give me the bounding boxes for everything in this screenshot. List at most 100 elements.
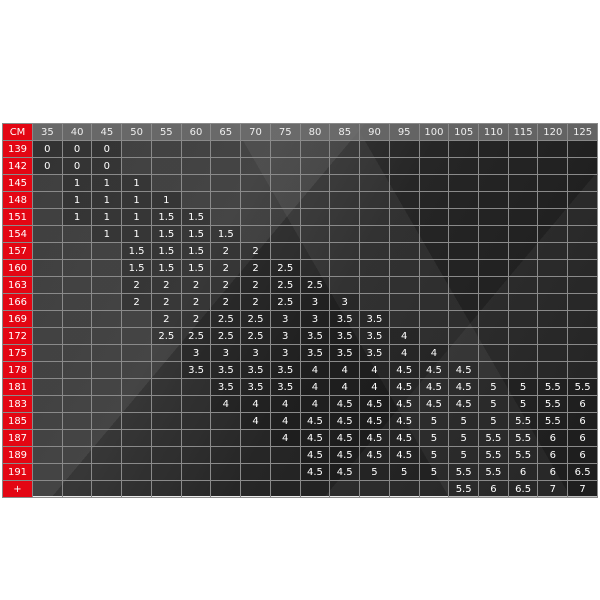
table-cell bbox=[32, 361, 63, 379]
table-row: 178 3.5 3.5 3.5 3.5 4 4 4 4.5 4.5 4.5 bbox=[2, 361, 598, 379]
table-cell bbox=[507, 344, 539, 362]
table-cell bbox=[537, 259, 569, 277]
table-cell bbox=[388, 174, 420, 192]
table-cell: 7 bbox=[567, 480, 598, 498]
table-cell bbox=[359, 259, 390, 277]
table-cell bbox=[448, 174, 480, 192]
table-cell: 1 bbox=[150, 191, 182, 209]
table-cell: 1.5 bbox=[180, 259, 212, 277]
table-cell bbox=[121, 361, 152, 379]
table-cell bbox=[32, 242, 63, 260]
table-cell bbox=[537, 361, 569, 379]
table-cell: 4.5 bbox=[448, 361, 480, 379]
table-cell: 1.5 bbox=[180, 225, 212, 243]
table-cell bbox=[269, 242, 301, 260]
table-cell: 5 bbox=[388, 463, 420, 481]
table-cell bbox=[299, 174, 331, 192]
table-row: 160 1.5 1.5 1.5 2 2 2.5 bbox=[2, 259, 598, 277]
table-cell bbox=[388, 276, 420, 294]
table-cell bbox=[507, 225, 539, 243]
table-cell bbox=[32, 276, 63, 294]
table-cell: 1.5 bbox=[180, 208, 212, 226]
table-cell: 2 bbox=[240, 259, 271, 277]
table-cell: 5 bbox=[418, 463, 450, 481]
table-cell bbox=[299, 242, 331, 260]
table-cell bbox=[478, 259, 509, 277]
table-cell: 3 bbox=[299, 310, 331, 328]
table-cell: 1 bbox=[61, 174, 93, 192]
table-cell bbox=[537, 225, 569, 243]
column-header: 100 bbox=[418, 123, 450, 141]
table-cell bbox=[150, 463, 182, 481]
table-cell: 4 bbox=[359, 378, 390, 396]
table-cell: 1.5 bbox=[150, 208, 182, 226]
row-header: 169 bbox=[2, 310, 33, 328]
table-cell bbox=[478, 242, 509, 260]
table-cell: 4.5 bbox=[329, 395, 361, 413]
column-header: 45 bbox=[91, 123, 123, 141]
table-cell bbox=[567, 310, 598, 328]
table-cell bbox=[567, 361, 598, 379]
table-cell bbox=[299, 259, 331, 277]
table-cell: 5.5 bbox=[567, 378, 598, 396]
row-header: 148 bbox=[2, 191, 33, 209]
table-cell bbox=[448, 276, 480, 294]
table-cell bbox=[478, 344, 509, 362]
column-header: 90 bbox=[359, 123, 390, 141]
table-cell: 4 bbox=[329, 361, 361, 379]
table-cell bbox=[61, 242, 93, 260]
table-cell: 5.5 bbox=[537, 395, 569, 413]
column-header: 110 bbox=[478, 123, 509, 141]
row-header: 178 bbox=[2, 361, 33, 379]
table-cell: 1 bbox=[121, 208, 152, 226]
corner-header-cm: CM bbox=[2, 123, 33, 141]
table-cell: 5.5 bbox=[537, 412, 569, 430]
table-cell: 5 bbox=[418, 446, 450, 464]
column-header: 55 bbox=[150, 123, 182, 141]
table-cell: 4.5 bbox=[448, 395, 480, 413]
table-cell: 1.5 bbox=[210, 225, 242, 243]
table-cell: 4 bbox=[388, 344, 420, 362]
table-cell: 1 bbox=[121, 174, 152, 192]
table-cell: 5 bbox=[448, 429, 480, 447]
table-cell bbox=[418, 174, 450, 192]
table-cell: 4 bbox=[418, 344, 450, 362]
table-cell bbox=[478, 191, 509, 209]
table-cell: 4 bbox=[210, 395, 242, 413]
table-cell: 4.5 bbox=[329, 463, 361, 481]
table-row: 189 4.5 4.5 4.5 4.5 5 5 5.5 5.5 6 6 bbox=[2, 446, 598, 464]
table-cell bbox=[269, 191, 301, 209]
row-header: 160 bbox=[2, 259, 33, 277]
table-cell: 3.5 bbox=[359, 310, 390, 328]
table-cell bbox=[121, 344, 152, 362]
table-cell bbox=[418, 157, 450, 175]
table-row: 175 3 3 3 3 3.5 3.5 3.5 4 4 bbox=[2, 344, 598, 362]
table-row: 166 2 2 2 2 2 2.5 3 3 bbox=[2, 293, 598, 311]
table-cell: 4.5 bbox=[388, 395, 420, 413]
table-cell: 5 bbox=[418, 412, 450, 430]
row-header: + bbox=[2, 480, 33, 498]
table-cell: 5.5 bbox=[478, 429, 509, 447]
table-cell: 2 bbox=[210, 259, 242, 277]
table-cell bbox=[537, 140, 569, 158]
row-header: 145 bbox=[2, 174, 33, 192]
table-cell: 2 bbox=[121, 293, 152, 311]
table-cell bbox=[478, 310, 509, 328]
row-header: 151 bbox=[2, 208, 33, 226]
table-cell bbox=[507, 208, 539, 226]
table-cell bbox=[61, 480, 93, 498]
table-cell: 5 bbox=[478, 378, 509, 396]
table-cell: 3 bbox=[210, 344, 242, 362]
row-header: 154 bbox=[2, 225, 33, 243]
table-cell bbox=[91, 429, 123, 447]
table-cell bbox=[180, 157, 212, 175]
table-cell bbox=[121, 412, 152, 430]
table-cell bbox=[269, 157, 301, 175]
table-cell: 3.5 bbox=[269, 361, 301, 379]
table-cell bbox=[478, 361, 509, 379]
table-cell bbox=[388, 310, 420, 328]
table-cell: 3.5 bbox=[329, 310, 361, 328]
table-cell: 4.5 bbox=[418, 395, 450, 413]
table-cell bbox=[388, 259, 420, 277]
table-cell bbox=[32, 191, 63, 209]
